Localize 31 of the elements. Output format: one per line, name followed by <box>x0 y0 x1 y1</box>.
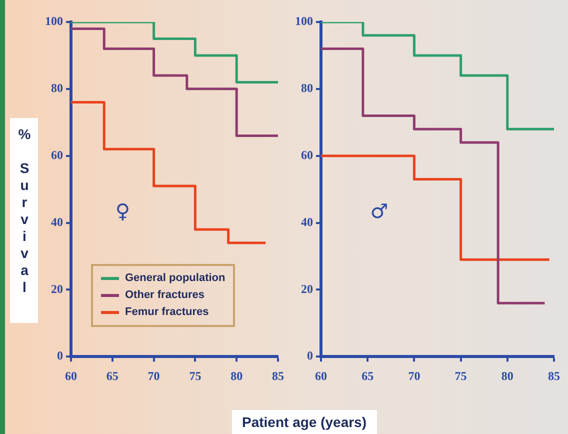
x-tick-label: 65 <box>362 368 374 383</box>
y-tick-label: 100 <box>295 14 313 28</box>
annotation: ♀ <box>115 198 130 223</box>
y-tick-label: 60 <box>51 148 63 162</box>
y-tick-label: 0 <box>57 348 63 363</box>
y-tick-label: 40 <box>301 214 313 229</box>
legend-label: General population <box>125 272 226 284</box>
x-tick-label: 65 <box>106 368 118 383</box>
x-tick-label: 85 <box>272 368 284 383</box>
legend-label: Femur fractures <box>125 306 209 318</box>
y-tick-label: 20 <box>301 282 313 296</box>
x-tick-label: 80 <box>501 368 514 383</box>
x-tick-label: 70 <box>148 368 160 383</box>
x-tick-label: 80 <box>230 368 243 383</box>
y-tick-label: 20 <box>51 282 63 296</box>
y-tick-label: 0 <box>307 348 313 363</box>
x-tick-label: 85 <box>548 368 560 383</box>
y-tick-label: 80 <box>301 81 313 96</box>
y-axis-title: % Survival <box>16 126 32 296</box>
y-tick-label: 100 <box>45 14 63 28</box>
x-tick-label: 60 <box>65 368 77 383</box>
legend-label: Other fractures <box>125 289 204 302</box>
y-tick-label: 60 <box>301 148 313 162</box>
x-tick-label: 60 <box>315 368 327 383</box>
annotation: ♂ <box>370 198 388 223</box>
y-tick-label: 80 <box>51 81 63 96</box>
x-tick-label: 75 <box>454 368 467 383</box>
x-axis-title: Patient age (years) <box>232 410 376 434</box>
y-tick-label: 40 <box>51 214 63 229</box>
x-tick-label: 70 <box>408 368 420 383</box>
x-tick-label: 75 <box>189 368 202 383</box>
